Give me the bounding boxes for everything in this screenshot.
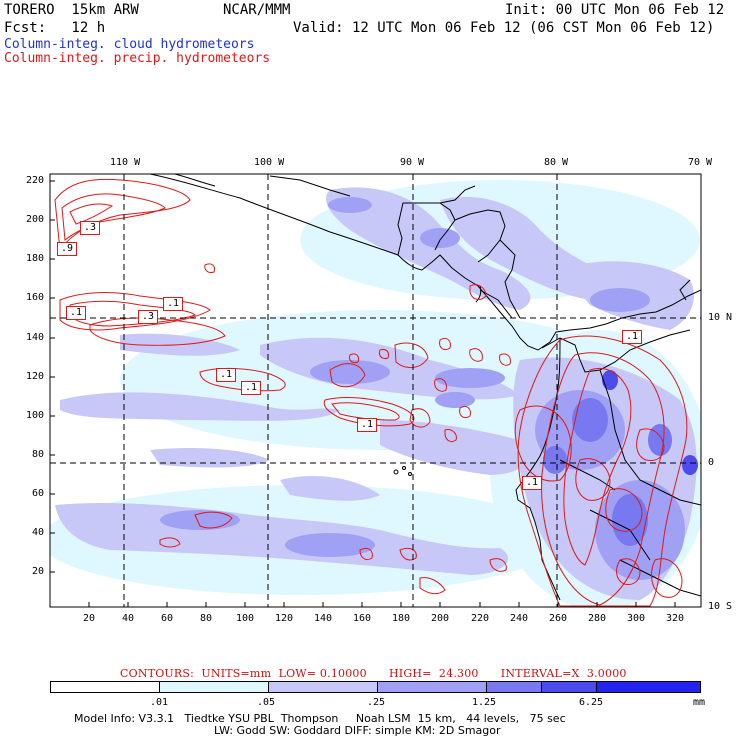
- coastlines: [149, 174, 701, 601]
- grid-x-label: 200: [431, 613, 450, 624]
- colorbar-swatch: [487, 682, 542, 692]
- grid-x-label: 20: [83, 613, 96, 624]
- contour-label: .1: [216, 368, 237, 382]
- colorbar-swatch: [542, 682, 597, 692]
- lat-lon-grid: [50, 174, 701, 607]
- grid-y-label: 180: [26, 253, 45, 264]
- contour-label: .1: [522, 476, 543, 490]
- lon-label: 70 W: [688, 157, 713, 168]
- grid-y-label: 20: [32, 566, 45, 577]
- grid-y-label: 120: [26, 371, 45, 382]
- lat-label: 10 N: [708, 312, 733, 323]
- colorbar-tick: 1.25: [472, 697, 497, 708]
- model-title: TORERO 15km ARW: [4, 2, 139, 18]
- grid-y-label: 40: [32, 527, 45, 538]
- grid-x-label: 80: [200, 613, 213, 624]
- grid-x-label: 240: [510, 613, 529, 624]
- lon-label: 100 W: [254, 157, 285, 168]
- grid-x-label: 160: [353, 613, 372, 624]
- colorbar: [50, 681, 701, 693]
- grid-y-label: 220: [26, 175, 45, 186]
- grid-y-label: 160: [26, 292, 45, 303]
- contour-label: .1: [66, 306, 87, 320]
- grid-y-label: 100: [26, 410, 45, 421]
- colorbar-tick: .05: [257, 697, 276, 708]
- lon-label: 80 W: [544, 157, 569, 168]
- colorbar-swatch: [160, 682, 269, 692]
- axis-ticks: [50, 180, 676, 607]
- grid-y-label: 200: [26, 214, 45, 225]
- contour-label: .9: [57, 242, 78, 256]
- grid-y-label: 140: [26, 332, 45, 343]
- colorbar-swatch: [269, 682, 378, 692]
- contour-label: .1: [241, 381, 262, 395]
- colorbar-swatch: [378, 682, 487, 692]
- colorbar-swatch: [597, 682, 700, 692]
- grid-y-label: 80: [32, 449, 45, 460]
- precip-field-title: Column-integ. precip. hydrometeors: [4, 51, 271, 66]
- lat-label: 10 S: [708, 601, 733, 612]
- grid-x-label: 60: [161, 613, 174, 624]
- grid-y-label: 60: [32, 488, 45, 499]
- contour-label: .1: [622, 330, 643, 344]
- lat-label: 0: [708, 457, 715, 468]
- organization-label: NCAR/MMM: [223, 2, 291, 18]
- colorbar-unit: mm: [693, 697, 706, 708]
- colorbar-tick: 6.25: [579, 697, 604, 708]
- grid-x-label: 120: [275, 613, 294, 624]
- grid-x-label: 220: [471, 613, 490, 624]
- grid-x-label: 320: [666, 613, 685, 624]
- model-info-line2: LW: Godd SW: Goddard DIFF: simple KM: 2D…: [214, 724, 501, 737]
- contour-label: .1: [163, 297, 184, 311]
- colorbar-swatch: [51, 682, 160, 692]
- init-time: Init: 00 UTC Mon 06 Feb 12: [505, 2, 725, 18]
- colorbar-tick: .25: [367, 697, 386, 708]
- model-info-line1: Model Info: V3.3.1 Tiedtke YSU PBL Thomp…: [74, 712, 566, 725]
- grid-x-label: 40: [122, 613, 135, 624]
- lon-label: 110 W: [110, 157, 141, 168]
- valid-time: Valid: 12 UTC Mon 06 Feb 12 (06 CST Mon …: [293, 20, 715, 36]
- grid-x-label: 280: [588, 613, 607, 624]
- grid-x-label: 180: [392, 613, 411, 624]
- forecast-hour: Fcst: 12 h: [4, 20, 106, 36]
- cloud-field-title: Column-integ. cloud hydrometeors: [4, 37, 255, 52]
- contours-caption: CONTOURS: UNITS=mm LOW= 0.10000 HIGH= 24…: [120, 667, 627, 680]
- grid-x-label: 300: [627, 613, 646, 624]
- lon-label: 90 W: [400, 157, 425, 168]
- contour-label: .1: [357, 418, 378, 432]
- contour-label: .3: [80, 221, 101, 235]
- cloud-shading: [50, 174, 701, 607]
- contour-label: .3: [138, 310, 159, 324]
- grid-x-label: 260: [549, 613, 568, 624]
- colorbar-tick: .01: [150, 697, 169, 708]
- map-frame: [49, 173, 702, 608]
- grid-x-label: 100: [236, 613, 255, 624]
- grid-x-label: 140: [314, 613, 333, 624]
